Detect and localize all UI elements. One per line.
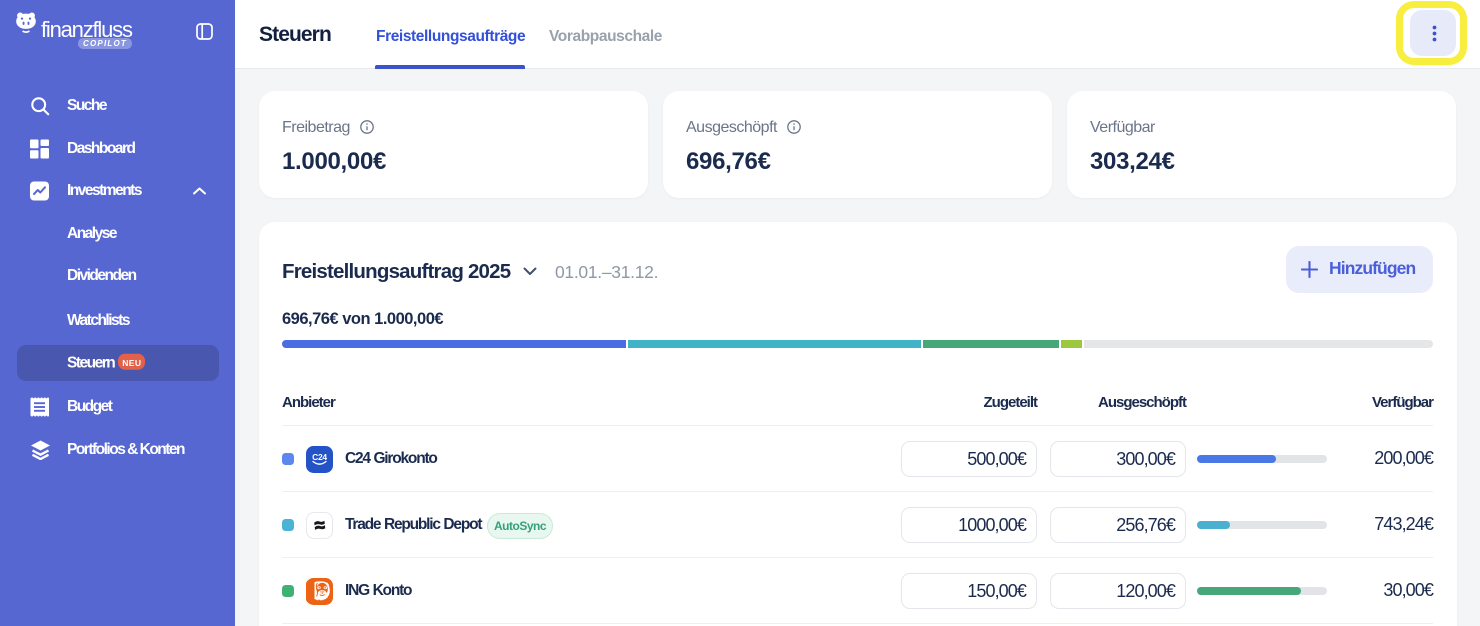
svg-text:C24: C24 xyxy=(312,452,327,462)
